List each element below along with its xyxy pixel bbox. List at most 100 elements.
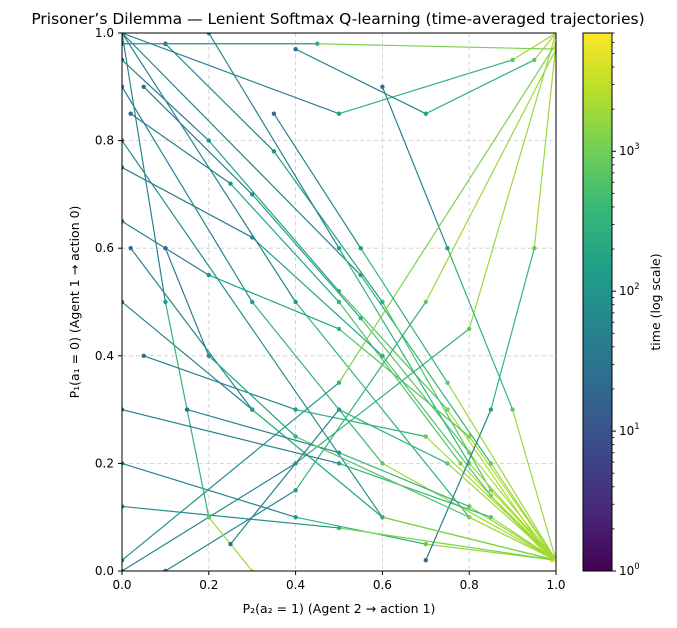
trajectory-point xyxy=(445,407,450,412)
trajectory-point xyxy=(184,407,190,412)
colorbar: 100 101 102 103 time (log scale) xyxy=(582,32,663,578)
trajectory-point xyxy=(250,299,255,305)
trajectory-point xyxy=(488,407,494,412)
trajectory-segment xyxy=(143,355,296,411)
x-tick-label: 0.2 xyxy=(199,578,218,592)
trajectory-segment xyxy=(468,436,556,561)
trajectory-point xyxy=(206,515,211,520)
trajectory-point xyxy=(122,165,125,170)
trajectory-point xyxy=(250,568,255,571)
trajectory-segment xyxy=(230,409,340,545)
trajectory-segment xyxy=(208,274,340,330)
trajectory-point xyxy=(336,246,342,251)
trajectory-segment xyxy=(338,527,556,561)
trajectory-point xyxy=(206,33,211,36)
trajectory-segment xyxy=(468,462,556,561)
trajectory-segment xyxy=(273,151,383,303)
y-tick-label: 0.2 xyxy=(95,456,114,470)
colorbar-tick-label: 100 xyxy=(619,562,640,578)
trajectory-point xyxy=(380,461,385,466)
trajectory-point xyxy=(206,272,211,278)
trajectory-segment xyxy=(468,452,556,561)
y-axis: 0.0 0.2 0.4 0.6 0.8 1.0 xyxy=(95,26,122,578)
y-tick-label: 1.0 xyxy=(95,26,114,40)
y-tick-label: 0.6 xyxy=(95,241,114,255)
trajectory-point xyxy=(163,246,168,251)
trajectory-point xyxy=(293,407,298,412)
trajectory-segment xyxy=(446,382,556,561)
trajectory-segment xyxy=(338,290,448,411)
trajectory-point xyxy=(128,246,133,251)
trajectory-segment xyxy=(295,409,426,438)
trajectory-point xyxy=(293,515,298,520)
trajectory-point xyxy=(458,461,463,466)
trajectory-segment xyxy=(122,140,383,518)
trajectory xyxy=(122,138,556,563)
trajectory-segment xyxy=(446,247,514,410)
trajectory-point xyxy=(467,326,472,332)
trajectory-segment xyxy=(295,301,427,491)
trajectory-point xyxy=(271,149,277,154)
trajectory-segment xyxy=(295,301,470,518)
x-axis-label: P₂(a₂ = 1) (Agent 2 → action 1) xyxy=(243,601,436,616)
trajectory-segment xyxy=(122,33,362,276)
trajectory-segment xyxy=(295,48,427,115)
colorbar-tick-label: 102 xyxy=(619,282,640,298)
trajectory xyxy=(206,33,556,563)
trajectory-point xyxy=(122,138,125,143)
trajectory-segment xyxy=(122,382,340,561)
trajectory-segment xyxy=(425,409,492,561)
trajectory-point xyxy=(336,299,342,305)
trajectory xyxy=(163,46,556,571)
trajectory-point xyxy=(336,326,342,332)
trajectory-point xyxy=(553,33,556,36)
trajectory-point xyxy=(488,515,494,520)
trajectory-point xyxy=(141,84,146,90)
plot-frame xyxy=(121,32,557,572)
trajectory-point xyxy=(380,84,385,90)
trajectory-point xyxy=(122,568,125,571)
trajectory-segment xyxy=(447,409,548,556)
trajectory-point xyxy=(553,558,556,563)
trajectory-segment xyxy=(273,113,362,249)
trajectory-segment xyxy=(251,236,383,357)
trajectory-point xyxy=(122,299,125,305)
trajectory-point xyxy=(122,57,125,63)
trajectory-segment xyxy=(338,247,470,464)
trajectory-point xyxy=(122,558,125,563)
trajectory-point xyxy=(293,434,298,439)
trajectory-segment xyxy=(122,86,253,303)
series-layer xyxy=(122,33,556,571)
trajectory-segment xyxy=(165,489,296,571)
trajectory-point xyxy=(445,246,450,251)
trajectory xyxy=(423,41,556,563)
y-tick-label: 0.4 xyxy=(95,349,114,363)
trajectory-point xyxy=(122,33,125,36)
trajectory-point xyxy=(423,541,428,547)
trajectory-point xyxy=(206,353,211,358)
trajectory-point xyxy=(293,46,298,52)
colorbar-tick-label: 103 xyxy=(619,142,640,158)
trajectory xyxy=(293,33,556,116)
trajectory-point xyxy=(423,558,428,563)
trajectory-segment xyxy=(122,166,253,238)
trajectory-point xyxy=(380,299,385,305)
trajectory-segment xyxy=(460,462,553,561)
trajectory xyxy=(122,41,556,563)
trajectory-segment xyxy=(122,33,297,303)
trajectory-segment xyxy=(490,248,535,410)
trajectory-segment xyxy=(381,86,449,249)
trajectory-segment xyxy=(251,194,362,319)
trajectory-segment xyxy=(468,33,556,330)
trajectory-segment xyxy=(208,33,340,249)
trajectory-point xyxy=(293,488,298,493)
trajectory-segment xyxy=(317,43,556,50)
trajectory-point xyxy=(293,299,298,305)
trajectory-point xyxy=(122,504,125,509)
trajectory-point xyxy=(336,407,342,412)
trajectory-point xyxy=(141,353,146,358)
trajectory-segment xyxy=(130,113,231,185)
trajectory-point xyxy=(532,246,537,251)
trajectory-segment xyxy=(512,33,556,61)
trajectory-point xyxy=(380,353,385,358)
